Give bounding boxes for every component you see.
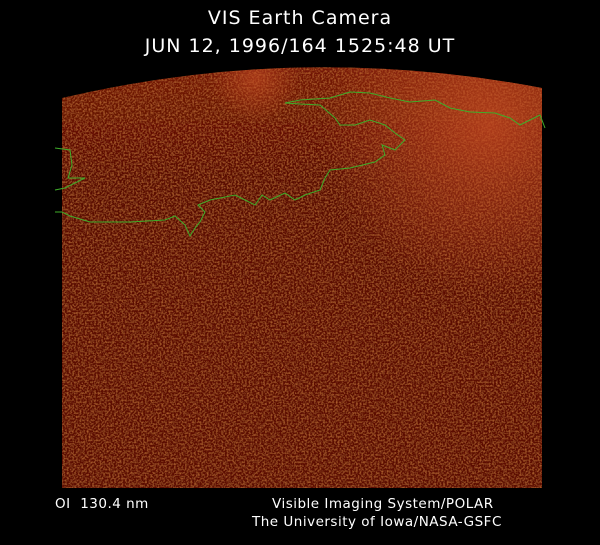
- earth-image: [62, 67, 542, 488]
- filter-label: OI 130.4 nm: [55, 496, 149, 512]
- timestamp: JUN 12, 1996/164 1525:48 UT: [144, 35, 456, 57]
- institution-label: The University of Iowa/NASA-GSFC: [251, 514, 502, 530]
- coastline: [54, 91, 546, 238]
- coastline-left: [54, 147, 86, 191]
- title: VIS Earth Camera: [208, 7, 392, 29]
- coastline-main: [55, 91, 546, 238]
- instrument-label: Visible Imaging System/POLAR: [272, 496, 494, 512]
- dayglow-spot: [62, 67, 542, 488]
